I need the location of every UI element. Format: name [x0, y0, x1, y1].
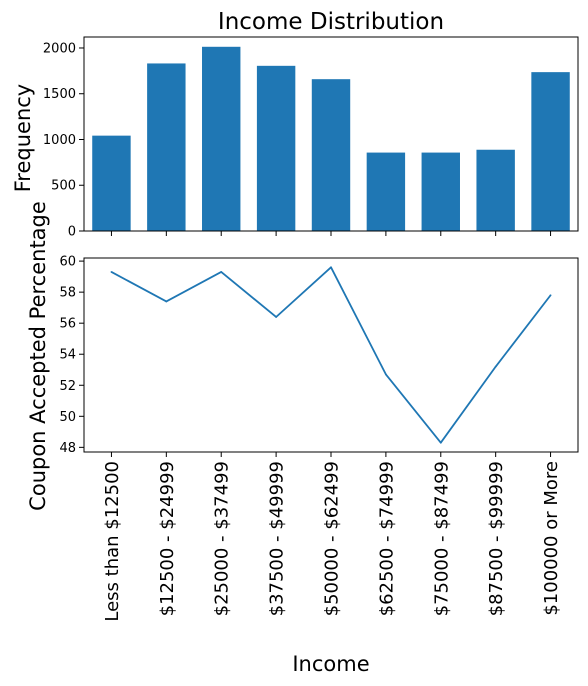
line-point	[111, 271, 113, 273]
x-tick-label: $50000 - $62499	[322, 461, 343, 616]
x-tick-label: $25000 - $37499	[212, 461, 233, 616]
x-tick-label: Less than $12500	[102, 461, 123, 622]
bar	[422, 153, 460, 231]
bar	[92, 136, 130, 231]
bar-y-tick-label: 1000	[43, 133, 76, 148]
bar	[531, 72, 569, 231]
line-point	[440, 442, 442, 444]
x-tick-label: $75000 - $87499	[431, 461, 452, 616]
line-y-tick-label: 52	[59, 379, 76, 394]
line-y-axis-label: Coupon Accepted Percentage	[26, 201, 50, 511]
x-tick-label: $37500 - $49999	[267, 461, 288, 616]
line-point	[330, 266, 332, 268]
line-x-axis-label: Income	[292, 652, 369, 676]
bar-y-tick-label: 1500	[43, 87, 76, 102]
line-y-tick-label: 56	[59, 317, 76, 332]
line-point	[165, 301, 167, 303]
bar	[367, 153, 405, 231]
bar	[476, 150, 514, 231]
bar	[312, 79, 350, 231]
bar-y-axis-label: Frequency	[11, 84, 35, 193]
line-y-tick-label: 58	[59, 286, 76, 301]
x-tick-label: $62500 - $74999	[376, 461, 397, 616]
bar	[147, 63, 185, 231]
line-point	[550, 294, 552, 296]
x-tick-label: $87500 - $99999	[486, 461, 507, 616]
line-point	[220, 271, 222, 273]
line-point	[495, 366, 497, 368]
x-tick-label: $100000 or More	[541, 461, 562, 616]
bar-chart-title: Income Distribution	[218, 9, 444, 35]
line-point	[275, 316, 277, 318]
line-x-axis: Less than $12500 $12500 - $24999 $25000 - …	[102, 452, 562, 622]
bar-y-tick-label: 0	[68, 225, 76, 240]
line-y-tick-label: 50	[59, 410, 76, 425]
line-point	[385, 374, 387, 376]
line-y-tick-label: 60	[59, 255, 76, 270]
bar-y-tick-label: 2000	[43, 41, 76, 56]
bar	[257, 66, 295, 231]
line-y-tick-label: 54	[59, 348, 76, 363]
bar	[202, 47, 240, 231]
line-y-tick-label: 48	[59, 441, 76, 456]
x-tick-label: $12500 - $24999	[157, 461, 178, 616]
bar-y-tick-label: 500	[51, 179, 76, 194]
